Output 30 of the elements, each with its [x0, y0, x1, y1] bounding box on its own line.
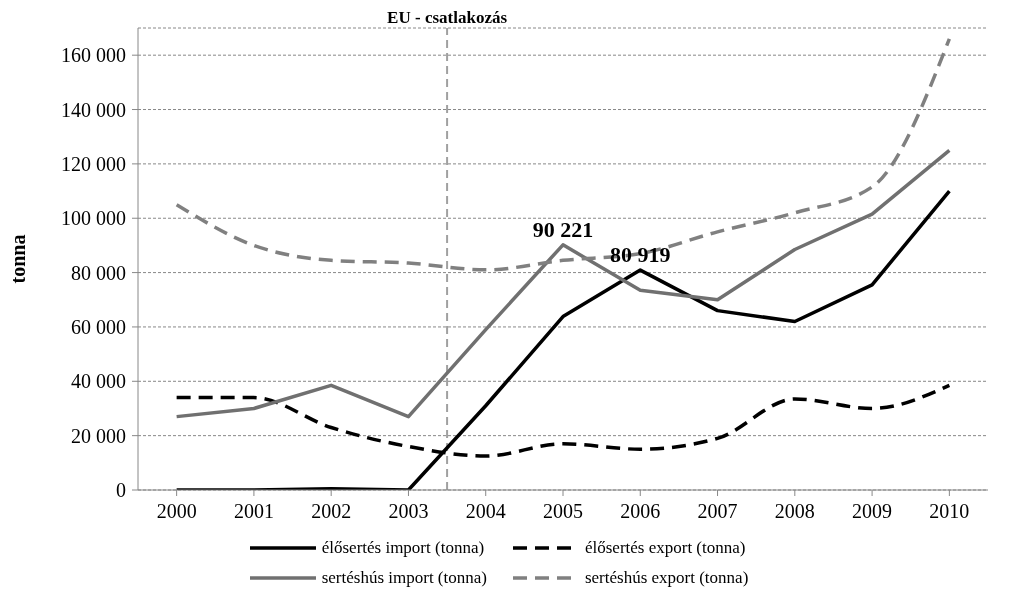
y-tick-label: 80 000 [71, 261, 126, 284]
x-tick-label: 2005 [543, 500, 583, 523]
y-tick-label: 100 000 [61, 207, 126, 230]
annotation: 90 221 [532, 216, 594, 242]
legend-label: sertéshús export (tonna) [584, 568, 749, 588]
legend-label: élősertés export (tonna) [584, 538, 746, 558]
x-tick-label: 2006 [620, 500, 661, 523]
x-tick-label: 2010 [929, 500, 970, 523]
y-tick-label: 0 [116, 479, 126, 502]
y-tick-label: 160 000 [61, 44, 126, 67]
x-tick-label: 2008 [774, 500, 815, 523]
x-tick-label: 2001 [233, 500, 274, 523]
ref-line-label: EU - csatlakozás [387, 8, 508, 27]
x-tick-label: 2003 [388, 500, 429, 523]
x-tick-label: 2004 [465, 500, 506, 523]
x-tick-label: 2002 [311, 500, 352, 523]
line-series [174, 189, 952, 490]
y-tick-label: 40 000 [71, 370, 126, 393]
y-tick-label: 60 000 [71, 316, 126, 339]
legend-label: élősertés import (tonna) [321, 538, 485, 558]
y-axis-title: tonna [7, 234, 30, 284]
x-tick-label: 2000 [156, 500, 197, 523]
x-tick-label: 2007 [697, 500, 738, 523]
y-tick-label: 140 000 [61, 98, 126, 121]
x-tick-label: 2009 [852, 500, 893, 523]
line-series [174, 148, 952, 419]
y-tick-label: 120 000 [61, 152, 126, 175]
legend-label: sertéshús import (tonna) [321, 568, 487, 588]
annotation: 80 919 [610, 242, 671, 268]
y-tick-label: 20 000 [71, 424, 126, 447]
